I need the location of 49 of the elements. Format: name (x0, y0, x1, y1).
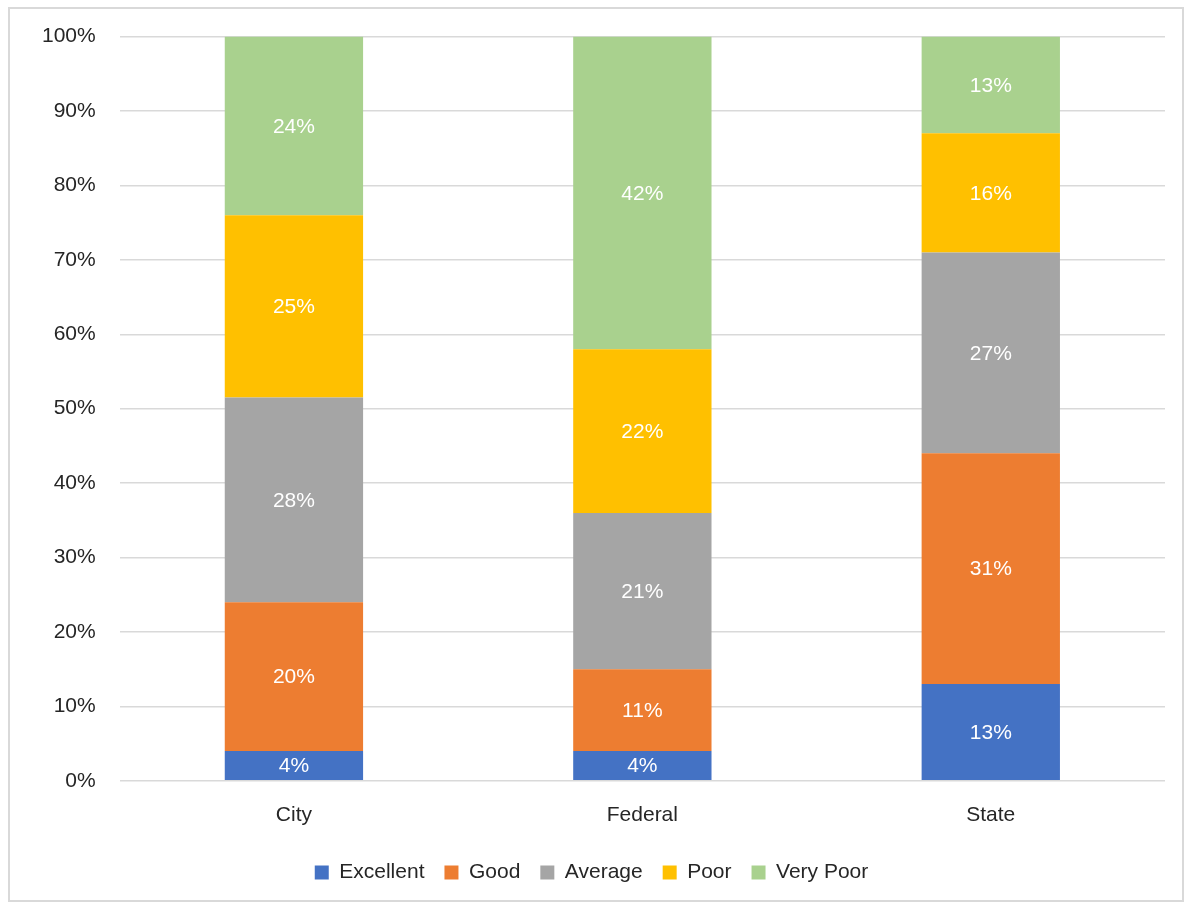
bar (224, 602, 364, 752)
y-tick-label: 30% (53, 544, 96, 568)
bar (921, 36, 1060, 134)
x-tick-label: Federal (606, 802, 678, 826)
bar (573, 36, 712, 350)
y-tick-label: 10% (53, 693, 96, 717)
y-tick-label: 60% (53, 321, 96, 345)
bar (921, 252, 1060, 454)
data-label: 11% (622, 697, 663, 721)
y-tick-label: 20% (53, 618, 96, 642)
legend-label: Poor (687, 859, 732, 883)
data-label: 24% (272, 113, 315, 137)
bar (573, 349, 712, 513)
bar (921, 453, 1060, 685)
bar (573, 751, 712, 781)
data-label: 31% (969, 556, 1012, 580)
data-label: 13% (969, 719, 1012, 743)
bar (921, 133, 1060, 253)
legend-label: Excellent (339, 859, 425, 883)
data-label: 4% (627, 753, 658, 777)
data-label: 42% (621, 180, 664, 204)
x-tick-label: City (275, 802, 313, 826)
x-tick-label: State (966, 802, 1016, 826)
legend-label: Average (564, 859, 643, 883)
data-label: 22% (621, 418, 664, 442)
bar (224, 36, 364, 216)
y-tick-label: 50% (53, 395, 96, 419)
legend-label: Very Poor (776, 859, 869, 883)
bar (224, 397, 364, 603)
bar (224, 215, 364, 398)
y-tick-label: 90% (53, 97, 96, 121)
bar (573, 512, 712, 670)
data-label: 28% (272, 487, 315, 511)
data-label: 25% (272, 294, 315, 318)
bar (921, 684, 1060, 781)
data-label: 13% (969, 72, 1012, 96)
data-label: 27% (969, 340, 1012, 364)
y-tick-label: 70% (53, 246, 96, 270)
data-label: 4% (278, 753, 310, 777)
y-tick-label: 0% (65, 767, 96, 791)
data-label: 21% (621, 578, 664, 602)
legend-label: Good (468, 859, 521, 883)
data-label: 16% (969, 180, 1012, 204)
y-tick-label: 80% (53, 172, 96, 196)
bar (224, 751, 364, 781)
data-label: 20% (272, 664, 315, 688)
y-tick-label: 40% (53, 469, 96, 493)
bar (573, 669, 712, 752)
y-tick-label: 100% (41, 23, 96, 47)
